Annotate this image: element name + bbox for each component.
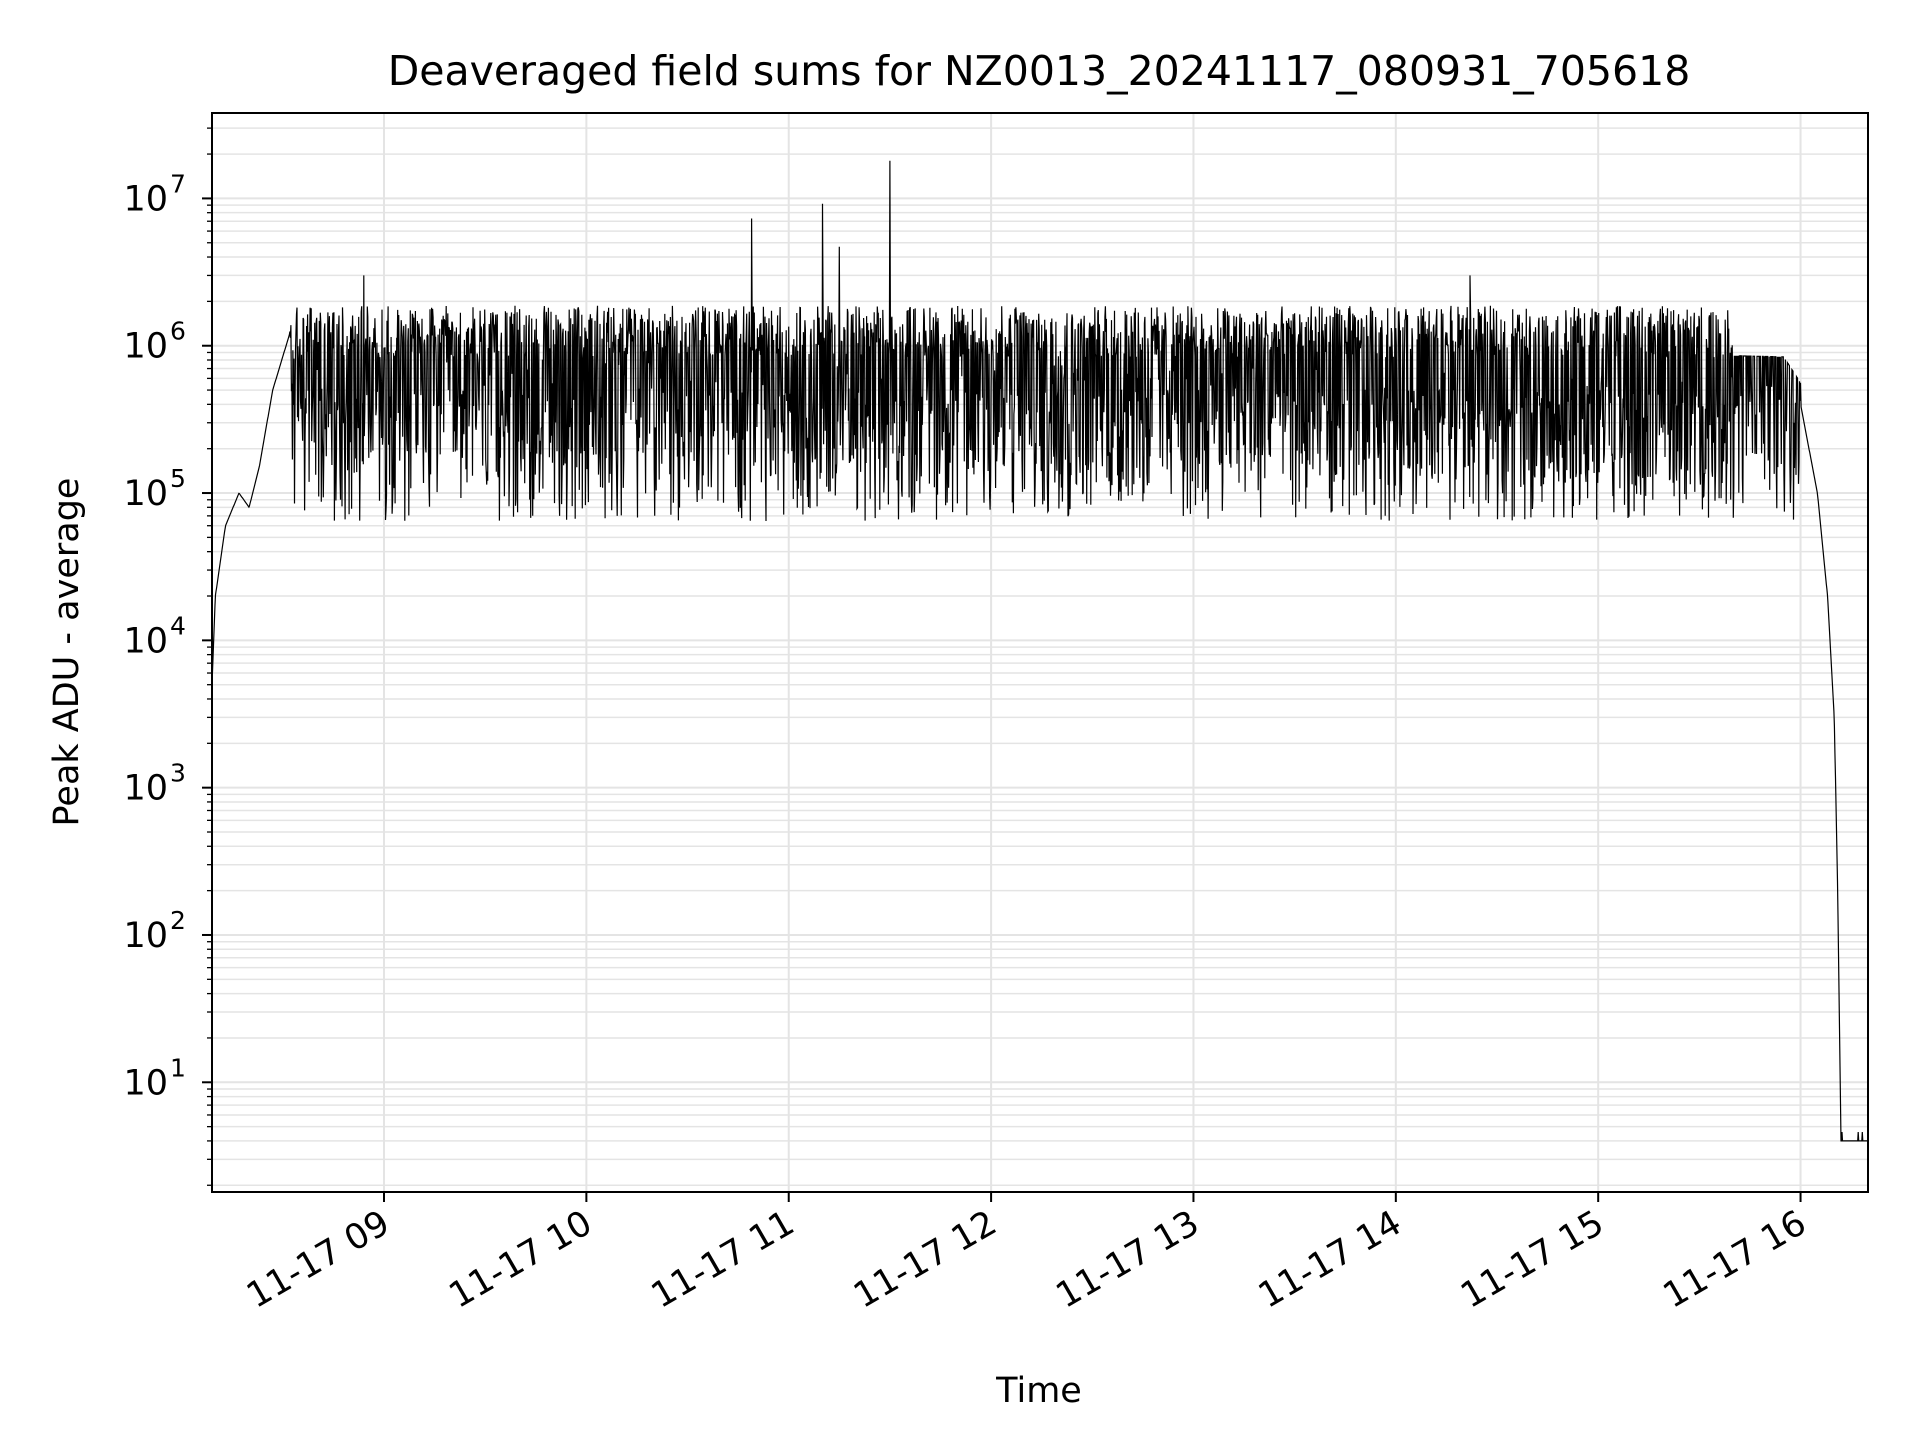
y-tick-base: 10 — [123, 769, 168, 809]
y-tick-exponent: 2 — [170, 906, 186, 935]
y-tick-label: 10 — [123, 621, 168, 661]
y-tick-base: 10 — [123, 1063, 168, 1103]
y-tick-base: 10 — [123, 179, 168, 219]
y-tick-exponent: 6 — [170, 317, 186, 346]
grid-lines — [212, 113, 1868, 1192]
x-tick-label: 11-17 13 — [1050, 1203, 1206, 1316]
y-tick-base: 10 — [123, 327, 168, 367]
y-tick-label: 10 — [123, 1063, 168, 1103]
x-tick-label: 11-17 12 — [847, 1203, 1003, 1316]
plot-frame — [211, 112, 1869, 1193]
x-tick-label: 11-17 09 — [240, 1203, 396, 1316]
y-tick-label: 10 — [123, 769, 168, 809]
y-tick-label: 10 — [123, 474, 168, 514]
y-tick-exponent: 7 — [170, 169, 186, 198]
x-tick-label: 11-17 11 — [645, 1203, 801, 1316]
y-tick-exponent: 5 — [170, 464, 186, 493]
x-axis-label: Time — [995, 1371, 1082, 1411]
y-axis-label: Peak ADU - average — [47, 478, 87, 827]
series-layer — [212, 160, 1868, 1142]
y-tick-exponent: 1 — [170, 1053, 186, 1082]
y-tick-base: 10 — [123, 621, 168, 661]
y-tick-label: 10 — [123, 179, 168, 219]
y-tick-base: 10 — [123, 916, 168, 956]
series-line — [212, 160, 1868, 1142]
x-axis: 11-17 09 11-17 10 11-17 11 11-17 12 11-17 13… — [240, 1192, 1813, 1316]
x-tick-label: 11-17 14 — [1252, 1203, 1408, 1316]
x-tick-label: 11-17 15 — [1454, 1203, 1610, 1316]
y-tick-exponent: 3 — [170, 759, 186, 788]
x-tick-label: 11-17 16 — [1657, 1203, 1813, 1316]
chart-title: Deaveraged field sums for NZ0013_2024111… — [388, 47, 1691, 95]
x-tick-label: 11-17 10 — [443, 1203, 599, 1316]
y-tick-base: 10 — [123, 474, 168, 514]
y-tick-exponent: 4 — [170, 611, 186, 640]
y-tick-label: 10 — [123, 916, 168, 956]
y-tick-label: 10 — [123, 327, 168, 367]
